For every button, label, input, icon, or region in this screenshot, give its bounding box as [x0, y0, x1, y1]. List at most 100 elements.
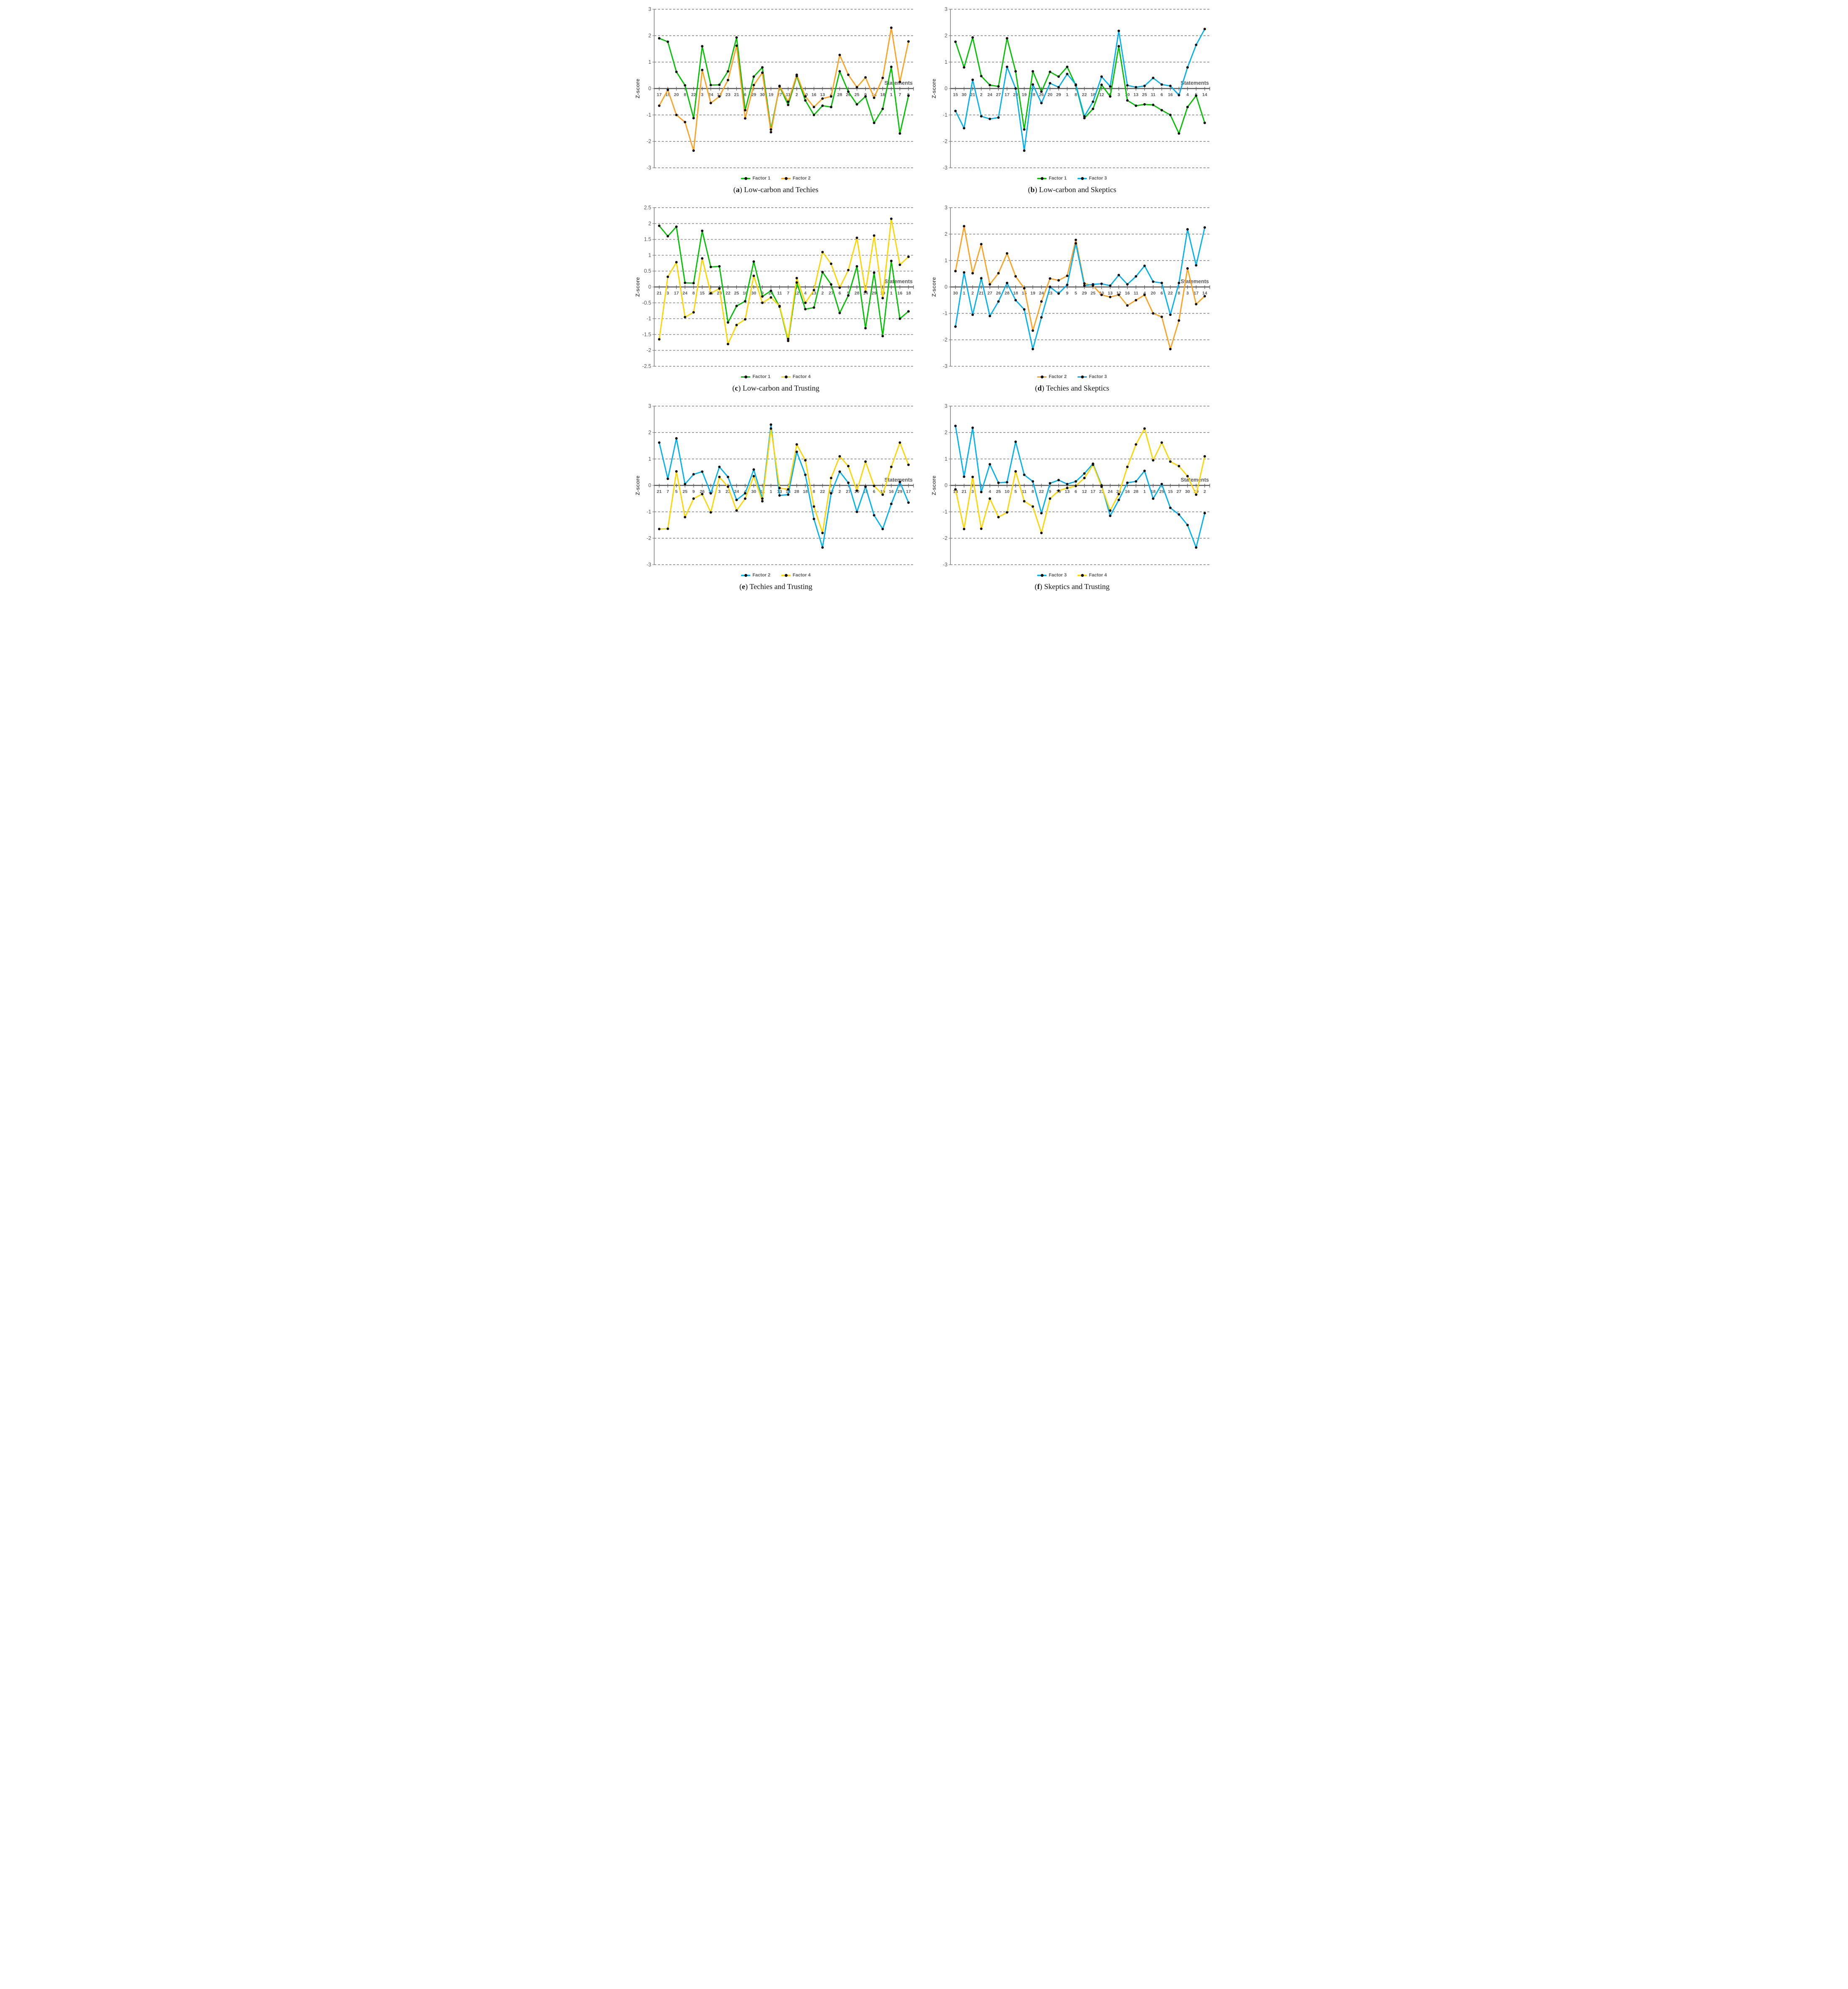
figure-grid: 3 2 1 0 -1 -2 -3 17 15 20 8 22 3 24 12 23 21 6 29 30 19 27 11 2… — [630, 4, 1218, 597]
svg-text:-2: -2 — [647, 535, 651, 541]
svg-text:2: 2 — [945, 430, 947, 435]
svg-text:Statements: Statements — [1181, 279, 1209, 284]
svg-text:28: 28 — [1031, 92, 1036, 97]
svg-text:18: 18 — [803, 489, 808, 494]
svg-text:7: 7 — [787, 291, 789, 296]
svg-text:8: 8 — [813, 489, 815, 494]
svg-text:29: 29 — [1056, 92, 1061, 97]
svg-text:4: 4 — [804, 291, 807, 296]
chart-e: 3 2 1 0 -1 -2 -3 21 7 5 25 9 26 10 3 23 24 4 30 11 1 13 14 28 18… — [634, 401, 918, 570]
caption-a: (a) Low-carbon and Techies — [733, 185, 819, 194]
caption-letter: e — [742, 582, 746, 591]
svg-text:10: 10 — [1099, 291, 1104, 296]
svg-text:26: 26 — [1116, 489, 1121, 494]
caption-letter: d — [1037, 384, 1042, 392]
svg-text:16: 16 — [1125, 291, 1130, 296]
svg-text:23: 23 — [726, 489, 731, 494]
svg-text:2: 2 — [648, 221, 651, 227]
svg-text:9: 9 — [1049, 489, 1051, 494]
svg-text:Z-score: Z-score — [931, 79, 937, 99]
legend-line-swatch — [781, 177, 791, 180]
svg-text:-1: -1 — [647, 316, 651, 322]
svg-text:2: 2 — [971, 291, 974, 296]
svg-text:6: 6 — [1161, 291, 1163, 296]
svg-text:Statements: Statements — [1181, 477, 1209, 483]
legend-label: Factor 1 — [752, 374, 770, 379]
legend-item: Factor 2 — [1037, 374, 1067, 379]
legend-line-swatch — [1078, 375, 1087, 378]
svg-text:8: 8 — [684, 92, 686, 97]
svg-text:18: 18 — [880, 92, 885, 97]
svg-text:15: 15 — [666, 92, 671, 97]
svg-text:2: 2 — [648, 33, 651, 39]
svg-text:16: 16 — [1125, 489, 1130, 494]
svg-text:28: 28 — [854, 291, 859, 296]
svg-text:23: 23 — [1099, 489, 1104, 494]
svg-text:24: 24 — [708, 92, 713, 97]
svg-text:16: 16 — [812, 92, 817, 97]
svg-text:-3: -3 — [943, 562, 947, 568]
svg-text:13: 13 — [1065, 489, 1070, 494]
svg-text:23: 23 — [1013, 92, 1018, 97]
svg-text:26: 26 — [846, 92, 851, 97]
svg-text:30: 30 — [962, 92, 967, 97]
svg-text:1: 1 — [648, 59, 651, 65]
caption-c: (c) Low-carbon and Trusting — [732, 384, 820, 392]
svg-text:0.5: 0.5 — [644, 268, 651, 274]
svg-text:8: 8 — [692, 291, 695, 296]
caption-letter: f — [1037, 582, 1040, 591]
svg-text:25: 25 — [734, 291, 739, 296]
svg-text:8: 8 — [1075, 92, 1077, 97]
caption-title: Low-carbon and Techies — [744, 185, 819, 194]
legend-line-swatch — [1037, 177, 1047, 180]
svg-text:17: 17 — [1005, 92, 1010, 97]
svg-text:17: 17 — [906, 489, 911, 494]
legend-label: Factor 4 — [793, 374, 811, 379]
svg-text:28: 28 — [794, 489, 799, 494]
legend-f: Factor 3 Factor 4 — [1037, 571, 1107, 580]
svg-text:11: 11 — [1134, 291, 1138, 296]
svg-text:6: 6 — [838, 291, 841, 296]
svg-text:18: 18 — [1091, 92, 1096, 97]
svg-text:23: 23 — [1047, 291, 1052, 296]
svg-text:Statements: Statements — [885, 279, 913, 284]
svg-text:1: 1 — [945, 258, 947, 263]
svg-text:0: 0 — [648, 284, 651, 290]
legend-label: Factor 2 — [752, 573, 770, 578]
legend-item: Factor 1 — [1037, 176, 1067, 181]
chart-d: 3210-1-2-3301221272628181519242379529251… — [930, 203, 1214, 371]
svg-text:Statements: Statements — [885, 80, 913, 86]
svg-text:1: 1 — [648, 456, 651, 462]
legend-item: Factor 2 — [741, 573, 770, 578]
svg-text:2: 2 — [980, 92, 983, 97]
svg-text:9: 9 — [864, 92, 867, 97]
panel-f: 3210-1-2-3142137425105118229201361217232… — [927, 401, 1217, 597]
svg-text:-3: -3 — [943, 165, 947, 171]
svg-text:22: 22 — [726, 291, 731, 296]
panel-e: 3 2 1 0 -1 -2 -3 21 7 5 25 9 26 10 3 23 24 4 30 11 1 13 14 28 18… — [631, 401, 921, 597]
svg-text:Z-score: Z-score — [634, 79, 641, 99]
figure-page: 3 2 1 0 -1 -2 -3 17 15 20 8 22 3 24 12 23 21 6 29 30 19 27 11 2… — [630, 0, 1218, 607]
svg-text:30: 30 — [751, 291, 756, 296]
svg-text:14: 14 — [1202, 92, 1207, 97]
caption-e: (e) Techies and Trusting — [739, 582, 812, 591]
chart-a: 3 2 1 0 -1 -2 -3 17 15 20 8 22 3 24 12 23 21 6 29 30 19 27 11 2… — [634, 4, 918, 173]
svg-text:16: 16 — [1168, 92, 1173, 97]
svg-text:22: 22 — [1039, 489, 1044, 494]
legend-item: Factor 3 — [1037, 573, 1067, 578]
svg-text:21: 21 — [657, 291, 662, 296]
svg-text:14: 14 — [1202, 291, 1207, 296]
svg-text:15: 15 — [1022, 291, 1027, 296]
svg-text:19: 19 — [1194, 489, 1199, 494]
svg-text:1.5: 1.5 — [644, 237, 651, 242]
svg-text:30: 30 — [953, 291, 958, 296]
legend-item: Factor 2 — [781, 176, 811, 181]
svg-text:29: 29 — [1159, 489, 1164, 494]
legend-label: Factor 4 — [1089, 573, 1107, 578]
svg-text:16: 16 — [889, 489, 894, 494]
svg-text:2.5: 2.5 — [644, 205, 651, 211]
legend-c: Factor 1 Factor 4 — [741, 372, 811, 381]
svg-text:10: 10 — [1125, 92, 1130, 97]
